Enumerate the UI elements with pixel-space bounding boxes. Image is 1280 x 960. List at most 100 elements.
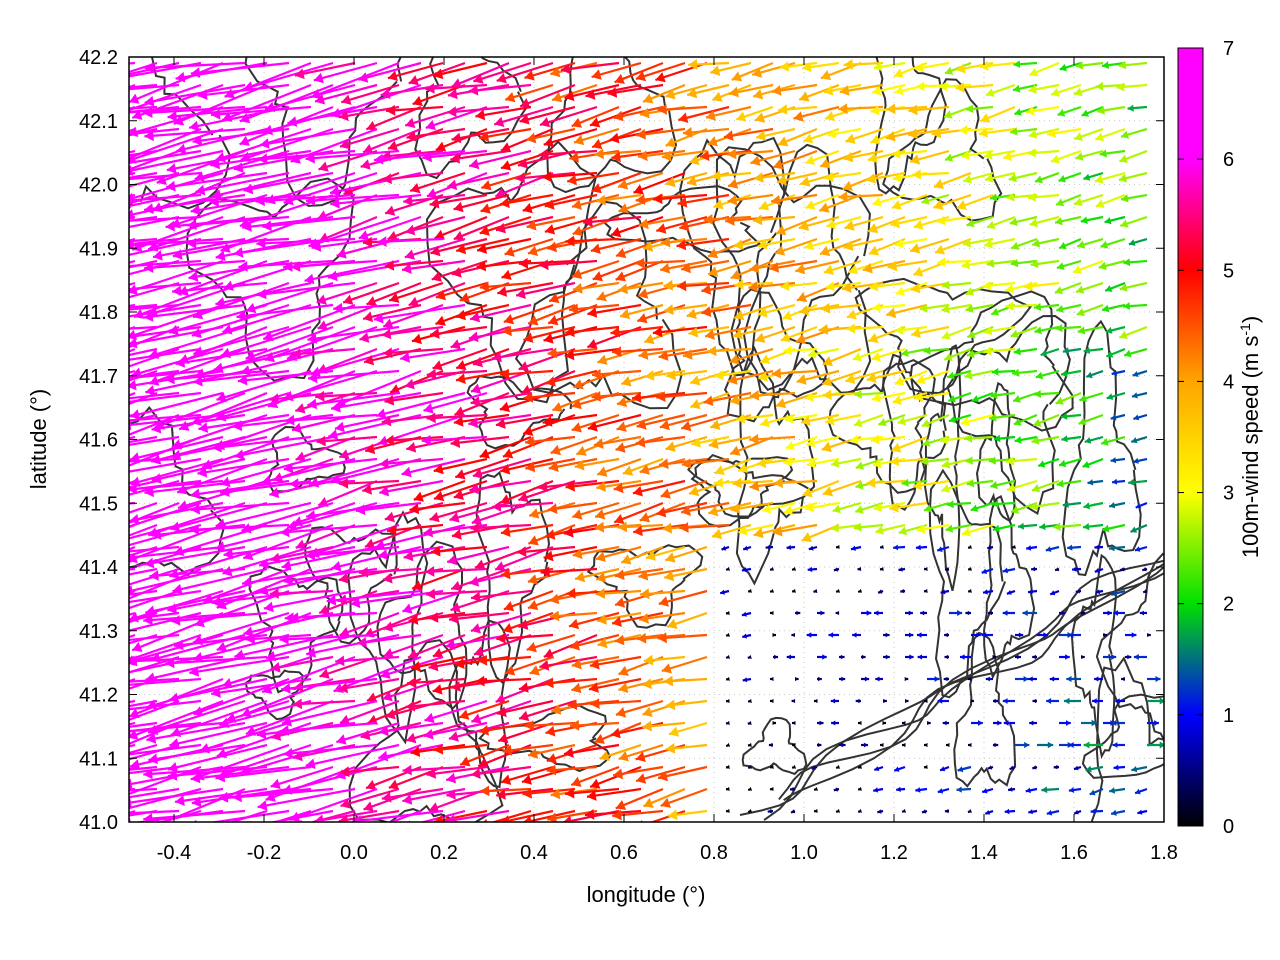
wind-vector (1049, 676, 1059, 682)
wind-vector-head (423, 728, 434, 740)
wind-vector-head (526, 642, 537, 653)
wind-vector-head (39, 156, 49, 166)
wind-vector (857, 566, 862, 572)
wind-vector-head (855, 505, 864, 514)
wind-vector (656, 391, 708, 402)
wind-vector-shaft (129, 655, 224, 663)
wind-vector-shaft (165, 369, 268, 381)
wind-vector-head (632, 486, 643, 497)
wind-vector (725, 698, 730, 703)
wind-vector (819, 149, 862, 169)
wind-vector-head (872, 302, 881, 313)
wind-vector (190, 479, 290, 500)
wind-vector (981, 632, 993, 638)
wind-vector (861, 742, 868, 748)
wind-vector-head (543, 648, 555, 659)
wind-vector-shaft (263, 589, 356, 610)
wind-vector-head (1011, 241, 1020, 250)
wind-vector-head (639, 107, 650, 119)
wind-vector-shaft (318, 589, 378, 615)
wind-vector (1119, 281, 1148, 292)
wind-vector (905, 654, 914, 660)
wind-vector (732, 325, 774, 340)
wind-vector (741, 567, 752, 573)
wind-vector-head (877, 809, 882, 814)
wind-vector-head (543, 333, 554, 344)
wind-vector-head (171, 615, 181, 626)
wind-vector-head (1139, 610, 1144, 616)
wind-vector (901, 478, 928, 487)
wind-vector (596, 457, 642, 477)
wind-vector (771, 368, 818, 379)
wind-vector (378, 721, 444, 737)
wind-vector-shaft (129, 787, 180, 799)
wind-vector-head (1128, 239, 1136, 246)
wind-vector (503, 589, 554, 612)
wind-vector (665, 743, 708, 754)
wind-vector-head (33, 570, 42, 581)
wind-vector (594, 521, 642, 533)
wind-vector-head (703, 214, 713, 225)
wind-vector (590, 698, 642, 709)
wind-vector (388, 281, 444, 303)
wind-vector-head (424, 712, 435, 724)
wind-vector-shaft (428, 655, 488, 669)
wind-vector-shaft (258, 567, 356, 594)
wind-vector-head (880, 566, 884, 571)
wind-vector-shaft (143, 809, 246, 821)
wind-vector (1081, 719, 1097, 727)
wind-vector (971, 391, 994, 403)
wind-vector-head (643, 93, 654, 104)
wind-vector-head (736, 413, 746, 424)
wind-vector-head (965, 610, 970, 616)
wind-vector (642, 699, 686, 717)
wind-vector (688, 59, 730, 70)
wind-vector (387, 61, 444, 81)
wind-vector (148, 743, 246, 765)
wind-vector (615, 259, 664, 282)
wind-vector-head (687, 87, 698, 99)
wind-vector-head (941, 459, 951, 469)
wind-vector (823, 259, 862, 275)
wind-vector-head (1143, 589, 1148, 594)
wind-vector (1045, 545, 1060, 552)
wind-vector (450, 567, 510, 592)
wind-vector-head (955, 82, 965, 93)
wind-vector (635, 765, 686, 784)
wind-vector (613, 479, 664, 494)
wind-vector-head (1062, 501, 1069, 508)
wind-vector-head (956, 200, 967, 210)
wind-vector-head (1118, 60, 1127, 70)
wind-vector (129, 457, 136, 463)
wind-vector-head (796, 610, 801, 616)
wind-vector (1009, 215, 1038, 226)
wind-vector (454, 391, 510, 417)
wind-vector-head (617, 521, 628, 533)
wind-vector-head (190, 204, 201, 216)
wind-vector-head (968, 544, 972, 549)
wind-vector-head (433, 68, 444, 80)
wind-vector-head (1032, 654, 1036, 660)
wind-vector-shaft (340, 787, 400, 808)
wind-vector-head (1115, 698, 1120, 704)
wind-vector-shaft (129, 149, 136, 154)
wind-vector (1067, 544, 1082, 551)
wind-vector (661, 655, 708, 674)
wind-vector-head (947, 371, 955, 380)
wind-vector (904, 676, 909, 682)
wind-vector (644, 369, 686, 381)
wind-vector (747, 786, 753, 792)
wind-vector-shaft (310, 61, 400, 99)
wind-vector-head (726, 632, 730, 637)
wind-vector-head (1023, 676, 1029, 682)
wind-vector-head (387, 524, 397, 536)
wind-vector (400, 347, 466, 363)
wind-vector-head (636, 128, 646, 140)
wind-vector-shaft (496, 61, 554, 82)
wind-vector (594, 148, 642, 160)
wind-vector-head (305, 152, 315, 164)
wind-vector-head (980, 113, 991, 123)
wind-vector-head (1154, 720, 1159, 726)
wind-vector-head (503, 601, 515, 612)
wind-vector-head (269, 393, 279, 405)
